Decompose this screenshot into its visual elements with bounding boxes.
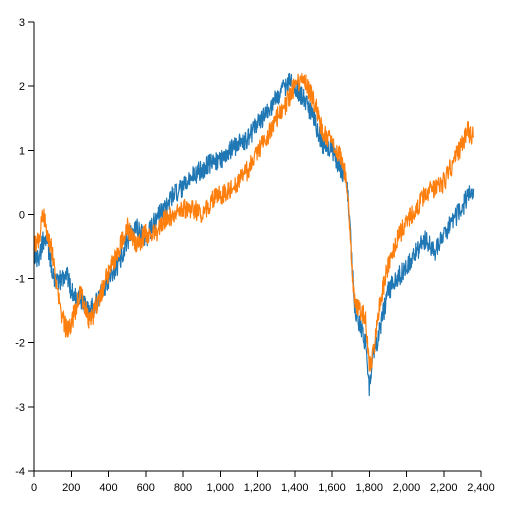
x-tick-label: 1,600 (318, 482, 346, 494)
y-tick: 1 (19, 145, 34, 157)
x-tick: 2,400 (467, 471, 495, 494)
x-tick: 1,000 (206, 471, 234, 494)
y-tick: -4 (15, 466, 34, 478)
x-tick-label: 2,200 (430, 482, 458, 494)
x-tick: 400 (99, 471, 118, 494)
x-tick-label: 0 (31, 482, 37, 494)
axes-layer: 0 200 400 600 800 1,000 1,200 1,400 1,600 1,800 2,… (15, 17, 495, 494)
series-line-2 (33, 72, 475, 372)
x-tick-label: 1,000 (206, 482, 234, 494)
y-tick-label: -3 (15, 402, 25, 414)
x-tick: 1,800 (355, 471, 383, 494)
x-tick: 200 (62, 471, 80, 494)
y-tick: -2 (15, 338, 34, 350)
y-tick: -1 (15, 274, 34, 286)
y-tick: 0 (19, 209, 34, 221)
x-tick: 1,200 (244, 471, 272, 494)
x-tick: 0 (31, 471, 37, 494)
x-tick: 2,200 (430, 471, 458, 494)
x-tick-label: 1,400 (281, 482, 309, 494)
x-tick: 2,000 (393, 471, 421, 494)
y-tick-label: 3 (19, 17, 25, 29)
series-line-1 (33, 72, 475, 397)
y-tick: 2 (19, 81, 34, 93)
x-tick-label: 1,800 (355, 482, 383, 494)
x-tick: 600 (137, 471, 155, 494)
x-tick-label: 600 (137, 482, 155, 494)
y-tick: -3 (15, 402, 34, 414)
x-tick: 800 (174, 471, 192, 494)
y-tick-label: -2 (15, 338, 25, 350)
y-tick: 3 (19, 17, 34, 29)
y-axis-ticks: -4 -3 -2 -1 0 1 2 3 (15, 17, 34, 478)
x-axis-ticks: 0 200 400 600 800 1,000 1,200 1,400 1,600 1,800 2,… (31, 471, 495, 494)
x-tick-label: 2,000 (393, 482, 421, 494)
x-tick: 1,600 (318, 471, 346, 494)
y-tick-label: -4 (15, 466, 25, 478)
x-tick-label: 1,200 (244, 482, 272, 494)
y-tick-label: 0 (19, 209, 25, 221)
y-tick-label: 1 (19, 145, 25, 157)
x-tick-label: 400 (99, 482, 117, 494)
y-tick-label: 2 (19, 81, 25, 93)
x-tick-label: 200 (62, 482, 80, 494)
series-layer (33, 72, 475, 397)
x-tick-label: 2,400 (467, 482, 495, 494)
x-tick-label: 800 (174, 482, 192, 494)
x-tick: 1,400 (281, 471, 309, 494)
y-tick-label: -1 (15, 274, 25, 286)
